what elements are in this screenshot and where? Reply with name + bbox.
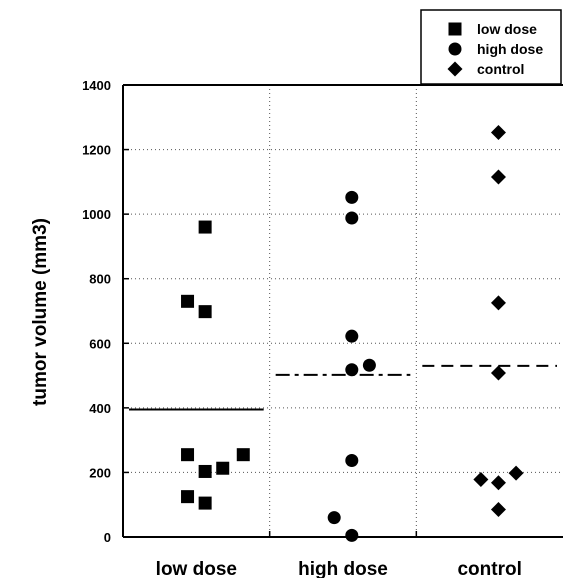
summary-lines [129,364,557,411]
point-square-0-2 [198,305,212,319]
y-tick-label-0: 0 [104,530,111,545]
axes [122,84,563,538]
point-circle-1-1 [345,211,359,225]
legend-marker-2 [447,61,463,77]
point-circle-1-7 [345,528,359,542]
legend-marker-0 [448,22,462,36]
point-square-0-8 [198,496,212,510]
point-circle-1-4 [345,363,359,377]
legend-marker-1 [448,42,462,56]
y-tick-label-3: 600 [89,336,111,351]
point-square-0-7 [181,490,195,504]
y-axis-label: tumor volume (mm3) [30,218,51,406]
x-category-labels: low dose high dose control [156,559,522,578]
legend-box [420,9,562,85]
y-tick-label-5: 1000 [82,207,111,222]
point-diamond-2-5 [508,465,524,481]
y-tick-label-4: 800 [89,272,111,287]
point-diamond-2-0 [490,124,506,140]
point-circle-1-0 [345,190,359,204]
point-square-0-5 [216,461,230,475]
point-diamond-2-1 [490,169,506,185]
point-diamond-2-7 [490,502,506,518]
legend-label-2: control [477,61,524,77]
x-category-label-0: low dose [156,559,237,578]
legend: low dose high dose control [420,9,562,85]
x-category-label-2: control [457,559,521,578]
y-tick-labels: 0 200 400 600 800 1000 1200 1400 [82,78,111,545]
point-square-0-6 [198,464,212,478]
point-circle-1-2 [345,329,359,343]
point-circle-1-6 [327,511,341,525]
point-diamond-2-2 [490,295,506,311]
y-tick-label-1: 200 [89,465,111,480]
data-points [181,124,524,542]
point-circle-1-3 [362,358,376,372]
point-square-0-1 [181,294,195,308]
point-square-0-4 [236,448,250,462]
point-circle-1-5 [345,453,359,467]
grid-lines [123,85,563,537]
x-category-label-1: high dose [298,559,388,578]
legend-label-0: low dose [477,21,537,37]
y-tick-label-2: 400 [89,401,111,416]
point-diamond-2-3 [490,365,506,381]
point-diamond-2-6 [490,475,506,491]
point-square-0-0 [198,220,212,234]
y-tick-label-6: 1200 [82,143,111,158]
point-diamond-2-4 [473,472,489,488]
legend-label-1: high dose [477,41,543,57]
point-square-0-3 [181,448,195,462]
y-tick-label-7: 1400 [82,78,111,93]
